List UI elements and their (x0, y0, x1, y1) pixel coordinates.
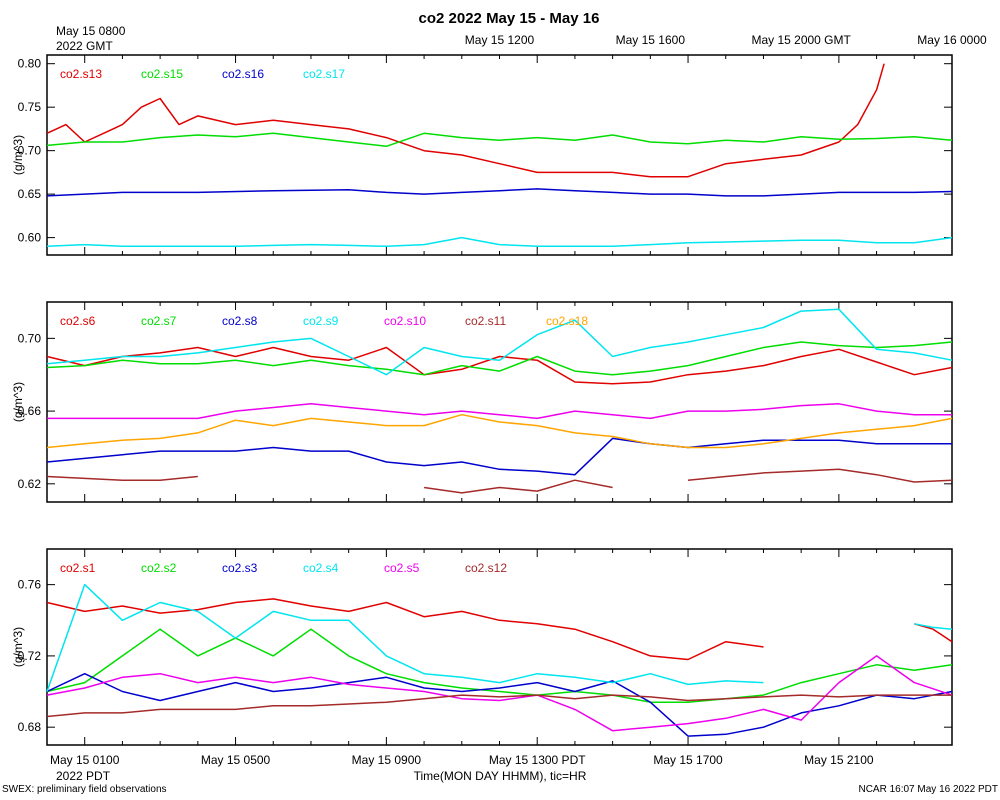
legend-co2-s2: co2.s2 (141, 561, 177, 575)
top-time-label: May 16 0000 (917, 33, 987, 47)
bottom-time-label: May 15 1700 (653, 753, 723, 767)
legend-co2-s8: co2.s8 (222, 314, 258, 328)
panel-1-y-axis-label: (g/m^3) (11, 135, 25, 175)
series-line-co2-s11 (46, 468, 953, 494)
legend-co2-s13: co2.s13 (60, 67, 102, 81)
panel-3-ytick-label: 0.76 (18, 578, 42, 592)
series-line-co2-s12 (46, 694, 952, 718)
panel-1-ytick-label: 0.70 (18, 144, 42, 158)
series-line-co2-s8 (46, 437, 952, 476)
panel-1-ytick-label: 0.75 (18, 100, 42, 114)
legend-co2-s7: co2.s7 (141, 314, 177, 328)
top-start-label-line1: May 15 0800 (56, 24, 126, 38)
legend-co2-s11: co2.s11 (465, 314, 506, 328)
legend-co2-s17: co2.s17 (303, 67, 345, 81)
panel-2-frame (46, 301, 953, 503)
series-line-co2-s5 (46, 655, 953, 732)
panel-2-y-axis-label: (g/m^3) (11, 382, 25, 422)
series-line-co2-s3 (46, 672, 953, 737)
series-line-co2-s10 (47, 403, 952, 420)
x-axis-label: Time(MON DAY HHMM), tic=HR (414, 769, 587, 783)
panel-1-ytick-label: 0.65 (18, 187, 42, 201)
panel-3-ytick-label: 0.72 (18, 649, 42, 663)
legend-co2-s4: co2.s4 (303, 561, 339, 575)
series-line-co2-s2 (46, 628, 953, 703)
chart-title: co2 2022 May 15 - May 16 (419, 10, 600, 27)
panel-2-ytick-label: 0.62 (18, 477, 42, 491)
plot-layer: (g/m^3) 0.60 0.65 0.70 0.75 0.80 co2.s13 co2.s1… (11, 33, 987, 767)
panel-3-frame (46, 548, 953, 746)
bottom-time-label: May 15 2100 (804, 753, 874, 767)
bottom-start-label: 2022 PDT (56, 769, 111, 783)
legend-co2-s6: co2.s6 (60, 314, 96, 328)
legend-co2-s12: co2.s12 (465, 561, 507, 575)
legend-co2-s15: co2.s15 (141, 67, 183, 81)
panel-2-ytick-label: 0.70 (18, 331, 42, 345)
footer-left: SWEX: preliminary field observations (2, 784, 167, 795)
legend-co2-s16: co2.s16 (222, 67, 264, 81)
bottom-time-label: May 15 0900 (352, 753, 422, 767)
top-time-label: May 15 1200 (465, 33, 535, 47)
footer-right: NCAR 16:07 May 16 2022 PDT (858, 784, 998, 795)
series-line-co2-s17 (46, 236, 953, 248)
series-line-co2-s13 (46, 63, 885, 178)
top-time-label: May 15 2000 GMT (751, 33, 851, 47)
bottom-time-label: May 15 0500 (201, 753, 271, 767)
legend-co2-s1: co2.s1 (60, 561, 96, 575)
legend-co2-s3: co2.s3 (222, 561, 258, 575)
bottom-time-label: May 15 1300 PDT (489, 753, 586, 767)
series-line-co2-s6 (46, 346, 953, 385)
bottom-time-label: May 15 0100 (50, 753, 120, 767)
panel-1-ytick-label: 0.60 (18, 231, 42, 245)
legend-co2-s18: co2.s18 (546, 314, 588, 328)
legend-co2-s10: co2.s10 (384, 314, 426, 328)
legend-co2-s9: co2.s9 (303, 314, 339, 328)
legend-co2-s5: co2.s5 (384, 561, 420, 575)
top-time-label: May 15 1600 (616, 33, 686, 47)
top-start-label-line2: 2022 GMT (56, 39, 113, 53)
series-line-co2-s7 (46, 341, 953, 376)
series-line-co2-s4 (46, 583, 953, 692)
panel-3-y-axis-label: (g/m^3) (11, 627, 25, 667)
series-line-co2-s9 (46, 308, 953, 376)
panel-2-ytick-label: 0.66 (18, 404, 42, 418)
panel-3-ytick-label: 0.68 (18, 720, 42, 734)
series-line-co2-s16 (46, 188, 953, 197)
series-line-co2-s15 (46, 132, 953, 148)
panel-1-ytick-label: 0.80 (18, 57, 42, 71)
series-line-co2-s18 (46, 413, 953, 449)
panel-1-frame (46, 54, 953, 256)
